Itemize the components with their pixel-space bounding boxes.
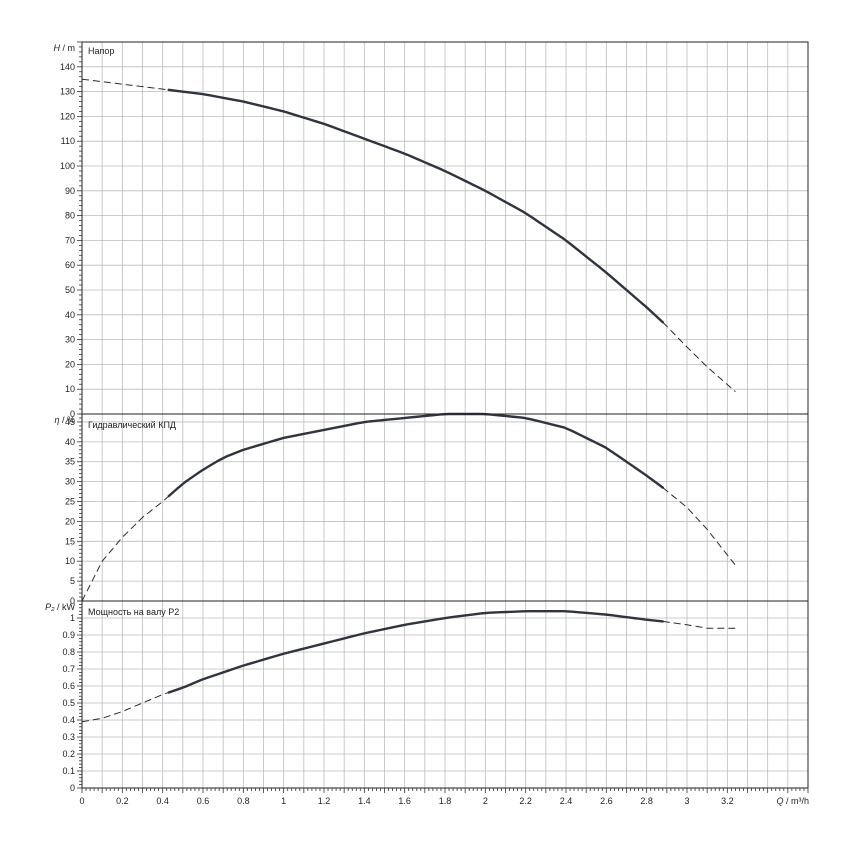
curve-solid: [167, 610, 664, 694]
x-tick-label: 3.2: [721, 796, 734, 806]
x-tick-label: 2.2: [519, 796, 532, 806]
y-tick-label: 90: [65, 186, 75, 196]
x-axis-label: Q / m³/h: [776, 796, 809, 806]
y-tick-label: 10: [65, 384, 75, 394]
x-tick-label: 2: [483, 796, 488, 806]
y-tick-label: 0: [70, 783, 75, 793]
y-tick-label: 110: [61, 136, 75, 146]
curve-dashed-start: [81, 78, 169, 91]
panel-title: Мощность на валу P2: [88, 607, 179, 617]
y-tick-label: 0: [70, 596, 75, 606]
y-tick-label: 80: [65, 211, 75, 221]
curve-solid: [167, 412, 664, 498]
x-tick-label: 3: [684, 796, 689, 806]
x-axis: 0 0.2 0.4 0.6 0.8 1 1.2 1.4 1.6 1.8 2 2.2 2.4 2.6 2.8 3…: [79, 788, 809, 806]
x-tick-label: 0.6: [197, 796, 210, 806]
y-tick-label: 50: [65, 285, 75, 295]
x-tick-label: 0.8: [237, 796, 250, 806]
curve-dashed-start: [81, 691, 169, 723]
y-axis-unit: / %: [59, 415, 75, 425]
y-tick-label: 70: [65, 235, 75, 245]
y-tick-label: 35: [65, 457, 75, 467]
curve-dashed-end: [662, 620, 736, 629]
y-axis-variable: η: [54, 415, 59, 425]
x-tick-label: 2.6: [600, 796, 613, 806]
y-tick-label: 0.9: [62, 630, 75, 640]
y-tick-label: 20: [65, 516, 75, 526]
y-tick-label: 30: [65, 477, 75, 487]
y-tick-label: 15: [65, 536, 75, 546]
x-tick-label: 1.2: [318, 796, 331, 806]
curve-dashed-end: [662, 487, 736, 566]
y-axis-unit: / kW: [55, 602, 76, 612]
panel-title: Напор: [88, 46, 114, 56]
y-tick-label: 0.8: [62, 647, 75, 657]
y-tick-label: 60: [65, 260, 75, 270]
y-axis-unit: / m: [60, 43, 75, 53]
x-axis-unit: / m³/h: [783, 796, 809, 806]
y-tick-label: 130: [60, 87, 75, 97]
x-axis-variable: Q: [776, 796, 783, 806]
y-tick-label: 10: [65, 556, 75, 566]
y-axis-label: η / %: [54, 415, 75, 425]
y-tick-label: 0.6: [62, 681, 75, 691]
y-tick-label: 20: [65, 359, 75, 369]
x-tick-label: 1: [281, 796, 286, 806]
y-tick-label: 140: [60, 62, 75, 72]
x-tick-label: 1.4: [358, 796, 371, 806]
y-tick-label: 0.5: [62, 698, 75, 708]
x-tick-label: 2.4: [560, 796, 573, 806]
y-tick-label: 0.2: [62, 749, 75, 759]
panel-title: Гидравлический КПД: [88, 420, 176, 430]
y-tick-label: 25: [65, 497, 75, 507]
y-tick-label: 5: [70, 576, 75, 586]
x-tick-label: 1.6: [398, 796, 411, 806]
y-tick-label: 1: [70, 613, 75, 623]
y-tick-label: 30: [65, 335, 75, 345]
y-tick-label: 120: [60, 111, 75, 121]
y-tick-label: 0.3: [62, 732, 75, 742]
y-tick-label: 0.4: [62, 715, 75, 725]
y-tick-label: 0.7: [62, 664, 75, 674]
x-tick-label: 0: [79, 796, 84, 806]
y-tick-label: 40: [65, 310, 75, 320]
y-axis-variable: P₂: [45, 602, 55, 612]
panel-1: 0 10 20 30 40 50 60 70 80 90 100 110 120 130 140 H / m Н…: [54, 41, 809, 419]
curve-dashed-end: [662, 321, 736, 393]
x-tick-label: 0.2: [116, 796, 129, 806]
x-tick-label: 0.4: [156, 796, 169, 806]
y-axis-variable: H: [54, 43, 61, 53]
y-tick-label: 40: [65, 437, 75, 447]
y-tick-label: 0: [70, 409, 75, 419]
x-tick-label: 2.8: [640, 796, 653, 806]
y-axis-label: H / m: [54, 43, 76, 53]
curve-solid: [167, 88, 664, 324]
y-tick-label: 100: [60, 161, 75, 171]
curve-dashed-start: [81, 495, 170, 602]
y-axis-label: P₂ / kW: [45, 602, 75, 612]
y-tick-label: 45: [65, 417, 75, 427]
x-tick-label: 1.8: [439, 796, 452, 806]
y-tick-label: 0.1: [62, 766, 75, 776]
